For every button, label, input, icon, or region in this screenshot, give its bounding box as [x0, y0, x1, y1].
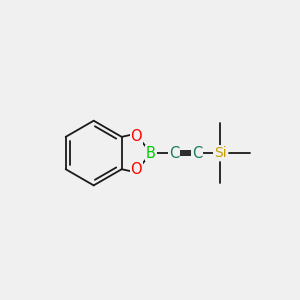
Text: C: C [169, 146, 179, 160]
Text: O: O [130, 162, 142, 177]
Text: O: O [130, 129, 142, 144]
Text: B: B [146, 146, 156, 160]
Text: C: C [192, 146, 202, 160]
Text: Si: Si [214, 146, 226, 160]
